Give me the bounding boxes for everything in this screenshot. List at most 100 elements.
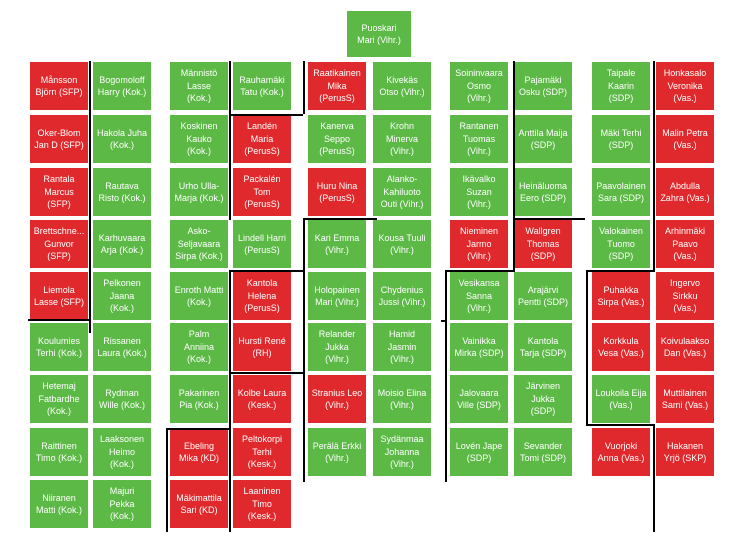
seat: Pajamäki Osku (SDP) [514, 62, 572, 110]
seat: Mäkimattila Sari (KD) [170, 480, 228, 528]
seat: Soininvaara Osmo (Vihr.) [450, 62, 508, 110]
seat: Anttila Maija (SDP) [514, 115, 572, 163]
seat: Laaninen Timo (Kesk.) [233, 480, 291, 528]
seat: Loukoila Eija (Vas.) [592, 375, 650, 423]
seat: Hursti René (RH) [233, 323, 291, 371]
seat: Paavolainen Sara (SDP) [592, 168, 650, 216]
seat: Rissanen Laura (Kok.) [93, 323, 151, 371]
seat: Valokainen Tuomo (SDP) [592, 220, 650, 268]
seat: Kantola Tarja (SDP) [514, 323, 572, 371]
party-divider-line [229, 270, 303, 272]
party-divider-line [28, 319, 91, 321]
party-divider-line [89, 61, 91, 333]
seat: Koulumies Terhi (Kok.) [30, 323, 88, 371]
seat: Kantola Helena (PerusS) [233, 272, 291, 320]
seat: Relander Jukka (Vihr.) [308, 323, 366, 371]
seat: Hakola Juha (Kok.) [93, 115, 151, 163]
seat: Nieminen Jarmo (Vihr.) [450, 220, 508, 268]
seat: Rydman Wille (Kok.) [93, 375, 151, 423]
party-divider-line [586, 270, 654, 272]
party-divider-line [653, 424, 655, 532]
seat: Pakarinen Pia (Kok.) [170, 375, 228, 423]
seat: Laaksonen Heimo (Kok.) [93, 428, 151, 476]
seat: Koskinen Kauko (Kok.) [170, 115, 228, 163]
seat: Lindell Harri (PerusS) [233, 220, 291, 268]
party-divider-line [445, 270, 513, 272]
party-divider-line [303, 61, 305, 114]
speaker-seat: Puoskari Mari (Vihr.) [347, 11, 411, 57]
seat: Stranius Leo (Vihr.) [308, 375, 366, 423]
party-divider-line [229, 218, 231, 220]
seat: Malin Petra (Vas.) [656, 115, 714, 163]
seat: Lovén Jape (SDP) [450, 428, 508, 476]
party-divider-line [166, 428, 231, 430]
seat: Honkasalo Veronika (Vas.) [656, 62, 714, 110]
seat: Vesikansa Sanna (Vihr.) [450, 272, 508, 320]
seat: Liemola Lasse (SFP) [30, 272, 88, 320]
party-divider-line [513, 61, 515, 220]
party-divider-line [441, 320, 447, 322]
seat: Månsson Björn (SFP) [30, 62, 88, 110]
seat: Järvinen Jukka (SDP) [514, 375, 572, 423]
seat: Niiranen Matti (Kok.) [30, 480, 88, 528]
seat: Chydenius Jussi (Vihr.) [373, 272, 431, 320]
seat: Abdulla Zahra (Vas.) [656, 168, 714, 216]
seat: Muttilainen Sami (Vas.) [656, 375, 714, 423]
seat: Wallgren Thomas (SDP) [514, 220, 572, 268]
party-divider-line [445, 270, 447, 482]
seat: Peltokorpi Terhi (Kesk.) [233, 428, 291, 476]
party-divider-line [586, 270, 588, 424]
seat: Karhuvaara Arja (Kok.) [93, 220, 151, 268]
seat: Packalén Tom (PerusS) [233, 168, 291, 216]
party-divider-line [586, 424, 654, 426]
party-divider-line [303, 270, 305, 482]
seat: Majuri Pekka (Kok.) [93, 480, 151, 528]
seat: Holopainen Mari (Vihr.) [308, 272, 366, 320]
seat: Alanko- Kahiluoto Outi (Vihr.) [373, 168, 431, 216]
seat: Bogomoloff Harry (Kok.) [93, 62, 151, 110]
seat: Ebeling Mika (KD) [170, 428, 228, 476]
seat: Kanerva Seppo (PerusS) [308, 115, 366, 163]
seat: Ingervo Sirkku (Vas.) [656, 272, 714, 320]
party-divider-line [229, 114, 231, 220]
seat: Taipale Kaarin (SDP) [592, 62, 650, 110]
seat: Landén Maria (PerusS) [233, 115, 291, 163]
seat: Mäki Terhi (SDP) [592, 115, 650, 163]
party-divider-line [653, 61, 655, 272]
seat: Urho Ulla- Marja (Kok.) [170, 168, 228, 216]
seat: Vainikka Mirka (SDP) [450, 323, 508, 371]
seat: Moisio Elina (Vihr.) [373, 375, 431, 423]
seat: Huru Nina (PerusS) [308, 168, 366, 216]
party-divider-line [513, 218, 585, 220]
seat: Jalovaara Ville (SDP) [450, 375, 508, 423]
seat: Hakanen Yrjö (SKP) [656, 428, 714, 476]
seat: Kolbe Laura (Kesk.) [233, 375, 291, 423]
party-divider-line [303, 218, 305, 271]
seat: Raittinen Timo (Kok.) [30, 428, 88, 476]
seat: Männistö Lasse (Kok.) [170, 62, 228, 110]
seat: Rantanen Tuomas (Vihr.) [450, 115, 508, 163]
seat: Vuorjoki Anna (Vas.) [592, 428, 650, 476]
seat: Puhakka Sirpa (Vas.) [592, 272, 650, 320]
seat: Palm Anniina (Kok.) [170, 323, 228, 371]
party-divider-line [229, 270, 231, 374]
party-divider-line [513, 218, 515, 272]
seat: Rantala Marcus (SFP) [30, 168, 88, 216]
seat: Hetemaj Fatbardhe (Kok.) [30, 375, 88, 423]
seat: Hamid Jasmin (Vihr.) [373, 323, 431, 371]
party-divider-line [303, 218, 377, 220]
seat: Heinäluoma Eero (SDP) [514, 168, 572, 216]
seat: Asko- Seljavaara Sirpa (Kok.) [170, 220, 228, 268]
seat: Sydänmaa Johanna (Vihr.) [373, 428, 431, 476]
seat: Sevander Tomi (SDP) [514, 428, 572, 476]
seat: Raatikainen Mika (PerusS) [308, 62, 366, 110]
party-divider-line [166, 428, 168, 532]
seat: Oker-Blom Jan D (SFP) [30, 115, 88, 163]
seat: Perälä Erkki (Vihr.) [308, 428, 366, 476]
seat: Brettschne... Gunvor (SFP) [30, 220, 88, 268]
seat: Korkkula Vesa (Vas.) [592, 323, 650, 371]
seat: Pelkonen Jaana (Kok.) [93, 272, 151, 320]
seat: Koivulaakso Dan (Vas.) [656, 323, 714, 371]
seat: Rauhamäki Tatu (Kok.) [233, 62, 291, 110]
seat: Kivekäs Otso (Vihr.) [373, 62, 431, 110]
